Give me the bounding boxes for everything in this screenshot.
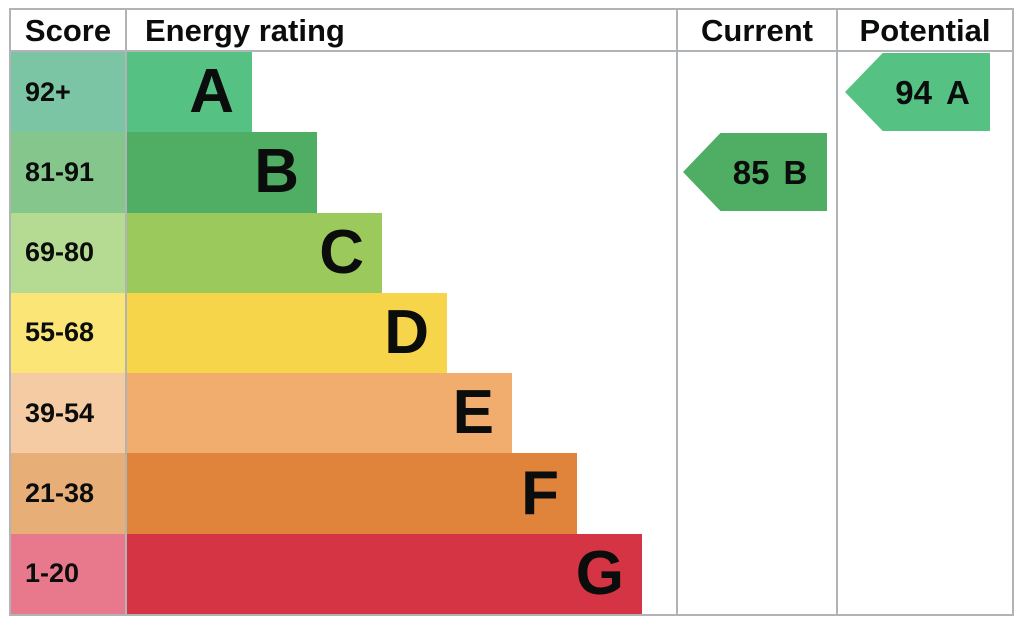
potential-rating-grade: A: [945, 73, 970, 111]
score-range-g: 1-20: [11, 533, 127, 614]
band-row-g: 1-20 G: [11, 533, 1012, 614]
rating-bands: 92+ A 81-91 B 69-80 C 55-68 D 39-54 E 21…: [11, 52, 1012, 614]
band-row-e: 39-54 E: [11, 373, 1012, 454]
potential-rating-value: 94: [895, 73, 932, 111]
grade-letter-g: G: [575, 538, 624, 608]
band-row-b: 81-91 B: [11, 132, 1012, 213]
band-row-f: 21-38 F: [11, 453, 1012, 534]
rating-bar-b: B: [127, 132, 317, 213]
grade-letter-f: F: [521, 458, 559, 528]
rating-bar-e: E: [127, 373, 512, 454]
score-range-e: 39-54: [11, 373, 127, 454]
band-row-d: 55-68 D: [11, 292, 1012, 374]
header-score: Score: [24, 12, 112, 48]
header-divider-line: [11, 50, 1012, 52]
score-range-f: 21-38: [11, 453, 127, 534]
divider-current-potential: [836, 10, 838, 614]
score-range-c: 69-80: [11, 212, 127, 293]
header-potential: Potential: [859, 12, 991, 48]
band-row-a: 92+ A: [11, 52, 1012, 133]
band-row-c: 69-80 C: [11, 212, 1012, 293]
rating-bar-g: G: [127, 533, 642, 614]
header-current: Current: [701, 12, 813, 48]
rating-bar-a: A: [127, 52, 252, 133]
header-energy-rating: Energy rating: [145, 12, 345, 48]
rating-bar-d: D: [127, 292, 447, 374]
grade-letter-e: E: [452, 378, 494, 448]
score-range-d: 55-68: [11, 292, 127, 374]
current-rating-value: 85: [732, 153, 770, 191]
divider-energy-current: [676, 10, 678, 614]
current-rating-grade: B: [783, 153, 808, 191]
grade-letter-a: A: [189, 57, 234, 127]
grade-letter-c: C: [319, 217, 364, 287]
grade-letter-d: D: [384, 297, 429, 367]
rating-bar-f: F: [127, 453, 577, 534]
divider-score-energy: [125, 10, 127, 614]
score-range-a: 92+: [11, 52, 127, 133]
epc-energy-rating-chart: Score Energy rating Current Potential 92…: [9, 8, 1014, 616]
rating-bar-c: C: [127, 212, 382, 293]
score-range-b: 81-91: [11, 132, 127, 213]
grade-letter-b: B: [254, 137, 299, 207]
